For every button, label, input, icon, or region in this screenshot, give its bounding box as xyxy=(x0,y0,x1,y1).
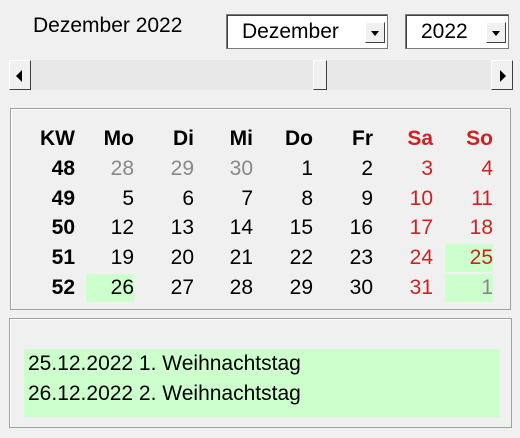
weekday-header-do: Do xyxy=(285,127,313,150)
day-cell[interactable]: 29 xyxy=(170,157,194,180)
weekday-header-mi: Mi xyxy=(229,127,253,150)
day-cell[interactable]: 17 xyxy=(409,216,433,239)
calendar-grid: KW Mo Di Mi Do Fr Sa So 48 28 29 30 1 2 3 4 49 5 6 7 8 9 10 11 5… xyxy=(10,108,511,310)
weekday-header-so: So xyxy=(466,127,493,150)
chevron-down-icon xyxy=(492,31,500,36)
day-cell[interactable]: 20 xyxy=(170,246,194,269)
holiday-list: 25.12.2022 1. Weihnachtstag 26.12.2022 2.… xyxy=(24,349,500,417)
day-cell[interactable]: 10 xyxy=(409,187,433,210)
day-cell[interactable]: 1 xyxy=(301,157,313,180)
day-cell[interactable]: 5 xyxy=(122,187,134,210)
month-dropdown-button[interactable] xyxy=(365,22,385,43)
day-cell-holiday[interactable]: 26 xyxy=(86,274,134,302)
month-select-value: Dezember xyxy=(242,20,339,43)
day-cell[interactable]: 28 xyxy=(110,157,134,180)
month-year-title: Dezember 2022 xyxy=(33,14,183,37)
day-cell[interactable]: 11 xyxy=(471,187,493,210)
day-cell-holiday[interactable]: 25 xyxy=(445,244,493,272)
scroll-thumb[interactable] xyxy=(313,60,327,90)
day-cell[interactable]: 19 xyxy=(110,246,134,269)
day-cell[interactable]: 13 xyxy=(170,216,194,239)
day-cell[interactable]: 18 xyxy=(469,216,493,239)
week-number: 49 xyxy=(51,187,75,210)
month-scrollbar[interactable] xyxy=(9,60,513,90)
day-cell[interactable]: 28 xyxy=(229,276,253,299)
month-select[interactable]: Dezember xyxy=(226,14,388,49)
year-dropdown-button[interactable] xyxy=(486,22,506,43)
day-cell[interactable]: 15 xyxy=(289,216,313,239)
scroll-left-button[interactable] xyxy=(9,60,31,90)
week-number: 52 xyxy=(51,276,75,299)
day-cell[interactable]: 3 xyxy=(421,157,433,180)
holiday-item[interactable]: 25.12.2022 1. Weihnachtstag xyxy=(28,352,301,375)
weekday-header-di: Di xyxy=(173,127,194,150)
day-cell[interactable]: 9 xyxy=(361,187,373,210)
weekday-header-kw: KW xyxy=(40,127,75,150)
day-cell[interactable]: 6 xyxy=(182,187,194,210)
day-cell-holiday[interactable]: 1 xyxy=(445,274,493,302)
day-cell[interactable]: 14 xyxy=(229,216,253,239)
day-cell[interactable]: 30 xyxy=(229,157,253,180)
day-cell[interactable]: 29 xyxy=(289,276,313,299)
chevron-down-icon xyxy=(371,31,379,36)
year-select-value: 2022 xyxy=(421,20,468,43)
weekday-header-mo: Mo xyxy=(103,127,134,150)
holiday-item[interactable]: 26.12.2022 2. Weihnachtstag xyxy=(28,382,301,405)
week-number: 50 xyxy=(51,216,75,239)
week-number: 48 xyxy=(51,157,75,180)
day-cell[interactable]: 8 xyxy=(301,187,313,210)
holiday-panel: 25.12.2022 1. Weihnachtstag 26.12.2022 2.… xyxy=(9,318,512,428)
day-cell[interactable]: 30 xyxy=(349,276,373,299)
scroll-right-button[interactable] xyxy=(491,60,513,90)
week-number: 51 xyxy=(51,246,75,269)
day-cell[interactable]: 31 xyxy=(409,276,433,299)
arrow-left-icon xyxy=(16,70,22,82)
day-cell[interactable]: 27 xyxy=(170,276,194,299)
day-cell[interactable]: 7 xyxy=(241,187,253,210)
weekday-header-sa: Sa xyxy=(407,127,433,150)
day-cell[interactable]: 21 xyxy=(229,246,253,269)
day-cell[interactable]: 16 xyxy=(349,216,373,239)
day-cell[interactable]: 12 xyxy=(110,216,134,239)
day-cell[interactable]: 23 xyxy=(349,246,373,269)
day-cell[interactable]: 4 xyxy=(481,157,493,180)
arrow-right-icon xyxy=(500,70,506,82)
day-cell[interactable]: 22 xyxy=(289,246,313,269)
day-cell[interactable]: 24 xyxy=(409,246,433,269)
year-select[interactable]: 2022 xyxy=(405,14,509,49)
day-cell[interactable]: 2 xyxy=(361,157,373,180)
weekday-header-fr: Fr xyxy=(352,127,373,150)
